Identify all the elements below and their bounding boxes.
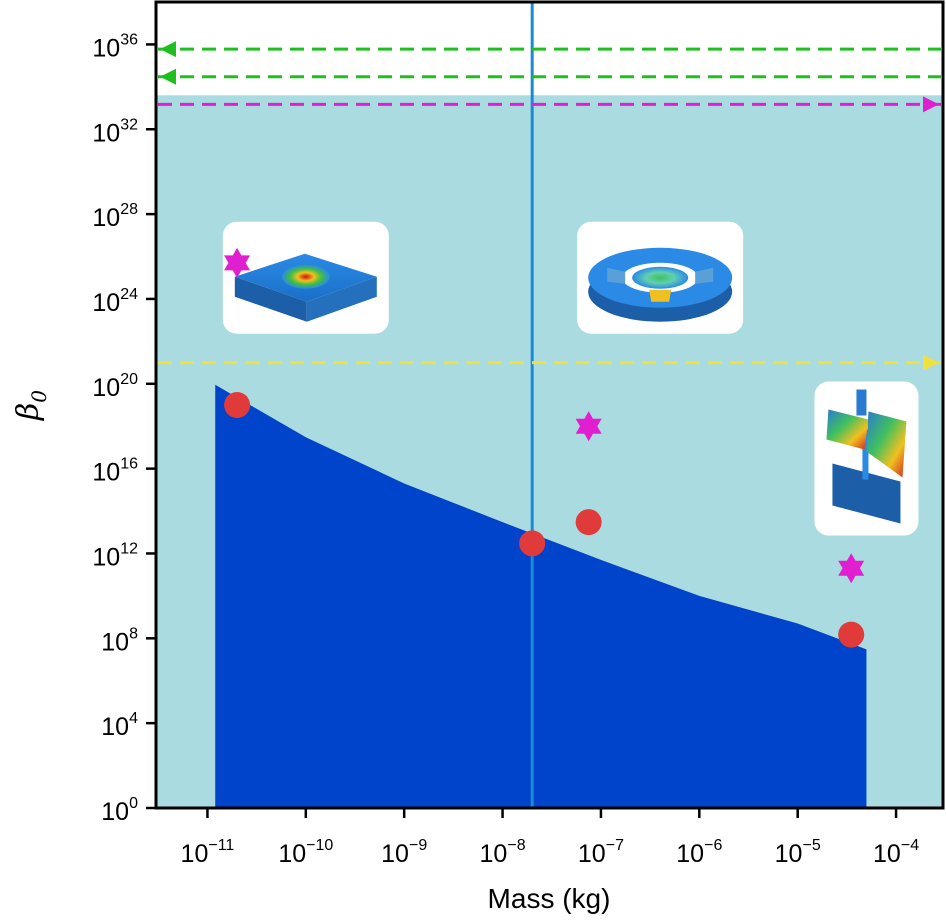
y-axis-ticks: 100 104 108 1012 1016 1020 1024 1028 1032 1036 [92,31,156,826]
y-tick-label-9: 1032 [92,116,138,147]
x-tick-label-1: 10−11 [181,837,235,868]
magenta-arrow-head [923,96,939,113]
x-tick-label-3: 10−9 [381,837,427,868]
x-tick-label-4: 10−8 [480,837,526,868]
paddle-left [826,409,869,450]
paddle-base [832,463,901,524]
magenta-star-1-down [224,255,251,278]
y-axis-title: β0 [11,390,51,421]
disc-resonator-simulation [577,221,744,334]
magenta-star-3 [838,553,865,584]
membrane-hotspot [281,264,330,289]
green-arrow-1 [158,41,941,58]
magenta-arrow [158,96,941,113]
yellow-arrow-head [923,354,939,371]
yellow-arrow [158,354,941,371]
square-membrane-simulation [222,221,389,334]
y-tick-label-7: 1024 [92,286,138,317]
green-arrow-2-head [160,68,176,85]
arrow-lines [158,41,941,371]
x-tick-label-7: 10−5 [775,837,821,868]
blue-filled-region [215,384,867,808]
y-tick-label-3: 108 [101,625,138,656]
data-points [224,247,865,648]
y-tick-label-6: 1020 [92,371,138,402]
magenta-star-2 [575,411,602,442]
y-axis-title-subscript: 0 [27,390,51,403]
x-axis-ticks: 10−11 10−10 10−9 10−8 10−7 10−6 10−5 10−4 [181,808,919,868]
disc-tab-left [607,267,626,284]
y-axis-title-symbol: β [11,403,46,421]
y-tick-label-4: 1012 [92,540,138,571]
cantilever-paddle-simulation [814,381,919,536]
y-tick-label-1: 100 [101,795,138,826]
y-tick-label-2: 104 [101,710,138,741]
x-axis-title: Mass (kg) [488,883,611,914]
paddle-stem [862,429,869,480]
y-tick-label-5: 1016 [92,456,138,487]
paddle-right [866,411,907,478]
y-tick-label-8: 1028 [92,201,138,232]
y-tick-label-10: 1036 [92,31,138,62]
magenta-star-1 [224,247,251,278]
disc-center [632,266,689,289]
magenta-star-3-down [838,560,865,584]
magenta-star-2-down [575,418,602,442]
green-arrow-2 [158,68,941,85]
x-tick-label-6: 10−6 [676,837,722,868]
plot-frame [154,0,945,810]
x-tick-label-8: 10−4 [873,837,919,868]
x-tick-label-5: 10−7 [578,837,624,868]
inset-images [222,221,919,536]
membrane-right-side [306,276,377,322]
disc-tab-right [695,267,714,284]
red-point-2 [519,530,546,557]
red-point-1 [224,392,251,418]
membrane-left-side [234,276,307,322]
red-point-3 [575,509,602,536]
x-tick-label-2: 10−10 [278,837,333,868]
red-point-4 [838,621,865,648]
paddle-top [856,389,867,416]
green-arrow-1-head [160,41,176,58]
disc-tab-bottom [649,289,672,302]
